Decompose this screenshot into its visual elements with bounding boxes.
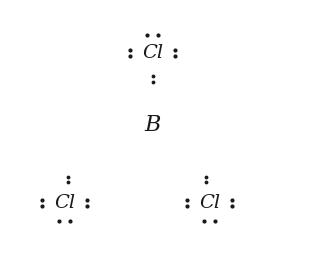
Text: Cl: Cl [54,194,75,212]
Text: Cl: Cl [199,194,220,212]
Text: B: B [144,114,161,136]
Text: Cl: Cl [142,44,163,62]
